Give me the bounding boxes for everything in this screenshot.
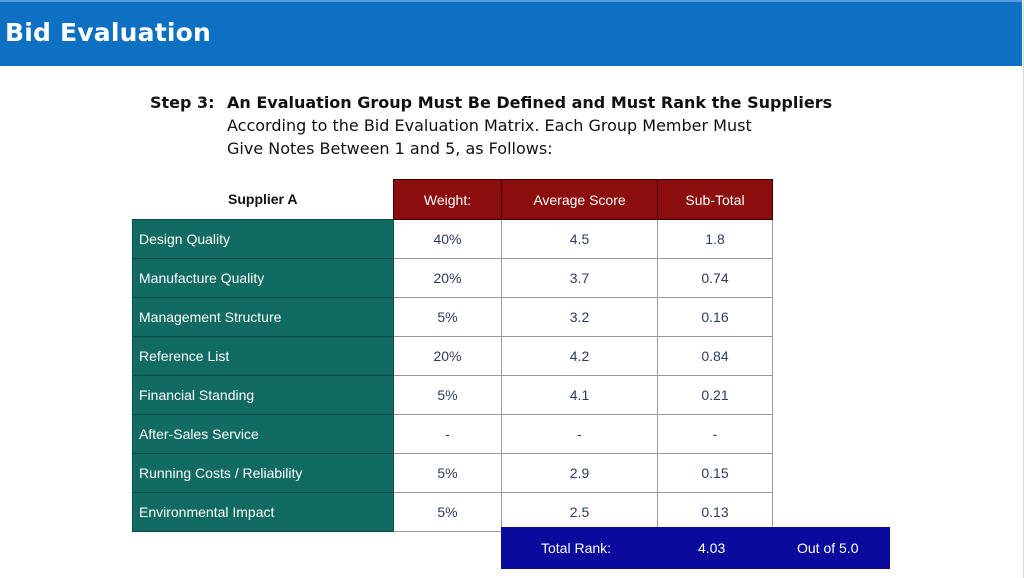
table-row: Environmental Impact 5% 2.5 0.13: [132, 492, 773, 532]
step-label: Step 3:: [150, 93, 215, 112]
criterion-cell: Manufacture Quality: [132, 258, 394, 298]
table-row: Management Structure 5% 3.2 0.16: [132, 297, 773, 337]
weight-cell: 20%: [393, 258, 502, 298]
table-row: Reference List 20% 4.2 0.84: [132, 336, 773, 376]
sub-total-cell: 0.74: [657, 258, 773, 298]
table-row: Financial Standing 5% 4.1 0.21: [132, 375, 773, 415]
weight-cell: 5%: [393, 297, 502, 337]
sub-total-cell: 0.15: [657, 453, 773, 493]
criterion-cell: After-Sales Service: [132, 414, 394, 454]
criterion-cell: Financial Standing: [132, 375, 394, 415]
column-header-weight: Weight:: [393, 179, 502, 220]
sub-total-cell: 0.16: [657, 297, 773, 337]
weight-cell: 20%: [393, 336, 502, 376]
criterion-cell: Environmental Impact: [132, 492, 394, 532]
criterion-cell: Design Quality: [132, 219, 394, 259]
total-rank-label: Total Rank:: [541, 540, 612, 556]
page-title: Bid Evaluation: [5, 18, 211, 47]
weight-cell: -: [393, 414, 502, 454]
sub-total-cell: 0.84: [657, 336, 773, 376]
column-header-sub-total: Sub-Total: [657, 179, 773, 220]
table-header-row: Supplier A Weight: Average Score Sub-Tot…: [133, 179, 773, 220]
weight-cell: 40%: [393, 219, 502, 259]
weight-cell: 5%: [393, 492, 502, 532]
table-row: Design Quality 40% 4.5 1.8: [132, 219, 773, 259]
weight-cell: 5%: [393, 453, 502, 493]
step-text-line-2: Give Notes Between 1 and 5, as Follows:: [227, 139, 553, 158]
criterion-cell: Reference List: [132, 336, 394, 376]
step-heading: An Evaluation Group Must Be Defined and …: [227, 93, 833, 112]
step-text-line-1: According to the Bid Evaluation Matrix. …: [227, 116, 752, 135]
average-score-cell: 4.5: [501, 219, 658, 259]
column-header-average-score: Average Score: [501, 179, 658, 220]
sub-total-cell: 1.8: [657, 219, 773, 259]
weight-cell: 5%: [393, 375, 502, 415]
criterion-cell: Running Costs / Reliability: [132, 453, 394, 493]
average-score-cell: 2.5: [501, 492, 658, 532]
total-rank-value: 4.03: [698, 540, 726, 556]
sub-total-cell: 0.13: [657, 492, 773, 532]
criterion-cell: Management Structure: [132, 297, 394, 337]
total-rank-out-of: Out of 5.0: [797, 540, 859, 556]
sub-total-cell: 0.21: [657, 375, 773, 415]
average-score-cell: -: [501, 414, 658, 454]
supplier-header: Supplier A: [133, 180, 394, 220]
table-row: Manufacture Quality 20% 3.7 0.74: [132, 258, 773, 298]
table-row: Running Costs / Reliability 5% 2.9 0.15: [132, 453, 773, 493]
title-bar: Bid Evaluation: [0, 0, 1022, 66]
average-score-cell: 3.2: [501, 297, 658, 337]
supplier-name: Supplier A: [228, 191, 298, 208]
average-score-cell: 4.1: [501, 375, 658, 415]
average-score-cell: 3.7: [501, 258, 658, 298]
table-row: After-Sales Service - - -: [132, 414, 773, 454]
average-score-cell: 2.9: [501, 453, 658, 493]
evaluation-matrix: Supplier A Weight: Average Score Sub-Tot…: [132, 179, 773, 532]
total-rank-bar: Total Rank: 4.03 Out of 5.0: [501, 527, 890, 569]
sub-total-cell: -: [657, 414, 773, 454]
average-score-cell: 4.2: [501, 336, 658, 376]
